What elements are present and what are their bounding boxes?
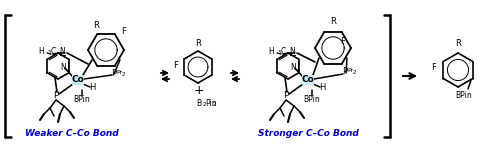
- Text: BPin: BPin: [74, 96, 90, 105]
- Text: R: R: [455, 39, 461, 48]
- Text: P: P: [284, 91, 288, 100]
- Text: P: P: [54, 91, 59, 100]
- Text: BPin: BPin: [456, 91, 472, 100]
- Text: F: F: [340, 38, 345, 47]
- Text: F: F: [174, 61, 178, 70]
- Text: R: R: [93, 21, 99, 30]
- Text: 2: 2: [121, 72, 125, 77]
- Text: Co: Co: [72, 76, 85, 85]
- Text: P: P: [342, 68, 347, 77]
- Text: 3: 3: [278, 49, 281, 55]
- Text: H: H: [89, 84, 95, 93]
- Text: H: H: [268, 48, 274, 57]
- Text: P: P: [112, 69, 116, 78]
- Text: Weaker C–Co Bond: Weaker C–Co Bond: [25, 128, 119, 137]
- Text: B: B: [196, 99, 202, 108]
- Text: 2: 2: [203, 102, 206, 106]
- Text: 2: 2: [352, 70, 356, 76]
- Text: Pr: Pr: [347, 68, 353, 72]
- FancyBboxPatch shape: [72, 75, 84, 85]
- Text: Stronger C–Co Bond: Stronger C–Co Bond: [258, 128, 358, 137]
- Text: F: F: [122, 28, 126, 37]
- Text: N: N: [60, 64, 66, 72]
- Text: C: C: [281, 48, 286, 57]
- Text: H: H: [319, 84, 325, 93]
- Text: Co: Co: [302, 76, 314, 85]
- Text: 2: 2: [213, 102, 216, 106]
- Text: Pin: Pin: [205, 99, 216, 108]
- Text: C: C: [51, 48, 56, 57]
- Text: N: N: [59, 47, 65, 56]
- Text: N: N: [290, 64, 296, 72]
- Text: R: R: [195, 39, 201, 48]
- Text: N: N: [289, 47, 295, 56]
- Text: F: F: [432, 62, 436, 71]
- FancyBboxPatch shape: [302, 75, 314, 85]
- Text: BPin: BPin: [304, 96, 320, 105]
- Text: R: R: [330, 18, 336, 27]
- Text: +: +: [194, 85, 204, 97]
- Text: Pr: Pr: [116, 69, 122, 75]
- Text: 3: 3: [48, 49, 51, 55]
- Text: H: H: [38, 48, 44, 57]
